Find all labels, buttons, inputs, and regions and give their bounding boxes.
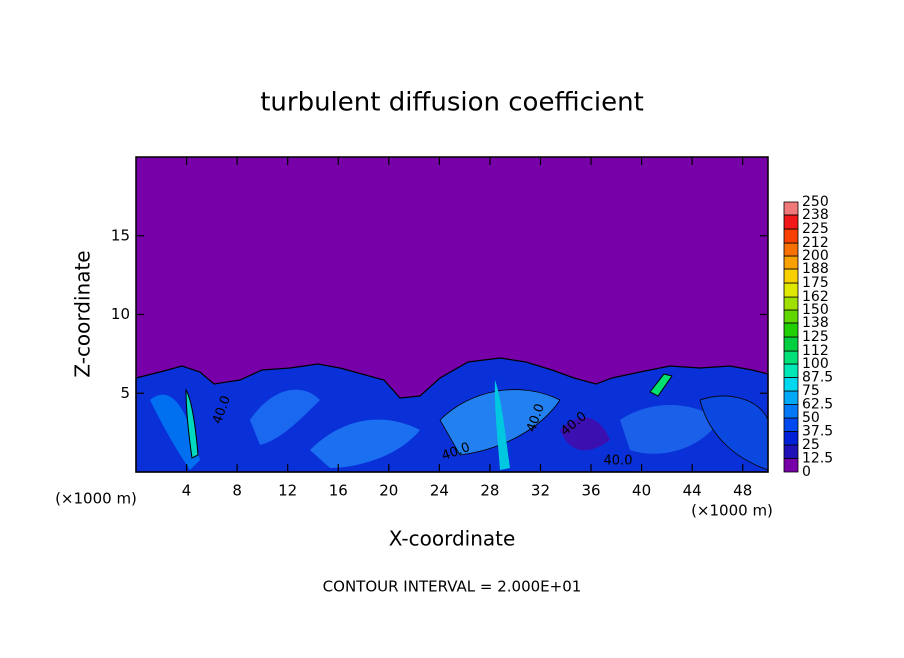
colorbar-label: 12.5 (802, 451, 833, 467)
chart-title: turbulent diffusion coefficient (260, 88, 644, 118)
colorbar-label: 225 (802, 221, 829, 237)
colorbar-segment (783, 350, 799, 365)
colorbar-label: 150 (802, 302, 829, 318)
colorbar-segment (783, 444, 799, 459)
x-tick-label: 48 (733, 482, 752, 500)
y-tick-label: 10 (111, 305, 130, 323)
colorbar-label: 87.5 (802, 370, 833, 386)
colorbar-segment (783, 228, 799, 244)
y-axis-label: Z-coordinate (71, 250, 95, 377)
colorbar-label: 188 (802, 261, 829, 277)
y-tick-label: 15 (111, 226, 130, 244)
field (135, 157, 769, 473)
x-tick-label: 36 (581, 482, 600, 500)
plume (494, 380, 510, 470)
colorbar-segment (783, 268, 799, 284)
colorbar-label: 162 (802, 289, 829, 305)
plume (250, 389, 320, 445)
colorbar-segment (783, 296, 799, 311)
colorbar-segment (783, 201, 799, 216)
colorbar-segment (783, 282, 799, 298)
plume (185, 388, 199, 459)
colorbar-label: 50 (802, 410, 820, 426)
x-tick-label: 4 (182, 482, 192, 500)
footer: CONTOUR INTERVAL = 2.000E+01 (323, 578, 582, 596)
colorbar-label: 75 (802, 383, 820, 399)
plume (310, 419, 420, 468)
colorbar-segment (783, 242, 799, 257)
colorbar-label: 175 (802, 275, 829, 291)
colorbar-label: 0 (802, 464, 811, 480)
x-axis-label: X-coordinate (389, 527, 516, 551)
plume (649, 373, 673, 397)
x-tick-label: 24 (430, 482, 449, 500)
colorbar-segment (783, 431, 799, 446)
colorbar-segment (783, 214, 799, 230)
x-tick-label: 40 (632, 482, 651, 500)
colorbar-label: 125 (802, 329, 829, 345)
colorbar-label: 112 (802, 343, 829, 359)
colorbar-label: 100 (802, 356, 829, 372)
colorbar-segment (783, 336, 799, 352)
colorbar-segment (783, 404, 799, 419)
plume (560, 417, 610, 451)
colorbar-label: 25 (802, 437, 820, 453)
colorbar-label: 250 (802, 194, 829, 210)
colorbar-label: 37.5 (802, 424, 833, 440)
colorbar-label: 62.5 (802, 397, 833, 413)
x-tick-label: 8 (232, 482, 242, 500)
colorbar-segment (783, 390, 799, 405)
x-tick-label: 20 (379, 482, 398, 500)
plume (150, 394, 200, 470)
contour-label: 40.0 (604, 454, 633, 469)
colorbar-segment (783, 377, 799, 392)
colorbar-segment (783, 458, 799, 473)
colorbar-segment (783, 363, 799, 378)
colorbar-label: 138 (802, 315, 829, 331)
colorbar-segment (783, 309, 799, 324)
colorbar-segment (783, 322, 799, 338)
colorbar-label: 200 (802, 248, 829, 264)
x-tick-label: 16 (329, 482, 348, 500)
x-tick-label: 28 (480, 482, 499, 500)
plume (620, 405, 720, 454)
x-tick-label: 44 (683, 482, 702, 500)
x-tick-label: 12 (278, 482, 297, 500)
x-unit-label: (×1000 m) (55, 490, 137, 508)
colorbar-segment (783, 255, 799, 270)
colorbar-segment (783, 417, 799, 432)
y-tick-label: 5 (120, 384, 130, 402)
x-tick-label: 32 (531, 482, 550, 500)
x-unit-label: (×1000 m) (691, 502, 773, 520)
colorbar-label: 238 (802, 207, 829, 223)
colorbar-label: 212 (802, 235, 829, 251)
